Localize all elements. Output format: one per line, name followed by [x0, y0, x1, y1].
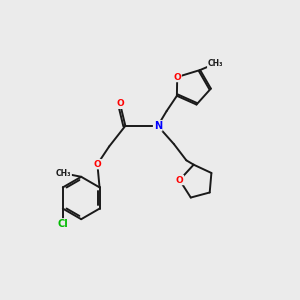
Text: O: O	[94, 160, 101, 169]
Text: O: O	[173, 73, 181, 82]
Text: O: O	[116, 99, 124, 108]
Text: N: N	[154, 121, 162, 131]
Text: O: O	[176, 176, 184, 184]
Text: CH₃: CH₃	[208, 59, 223, 68]
Text: Cl: Cl	[58, 219, 68, 229]
Text: CH₃: CH₃	[56, 169, 71, 178]
